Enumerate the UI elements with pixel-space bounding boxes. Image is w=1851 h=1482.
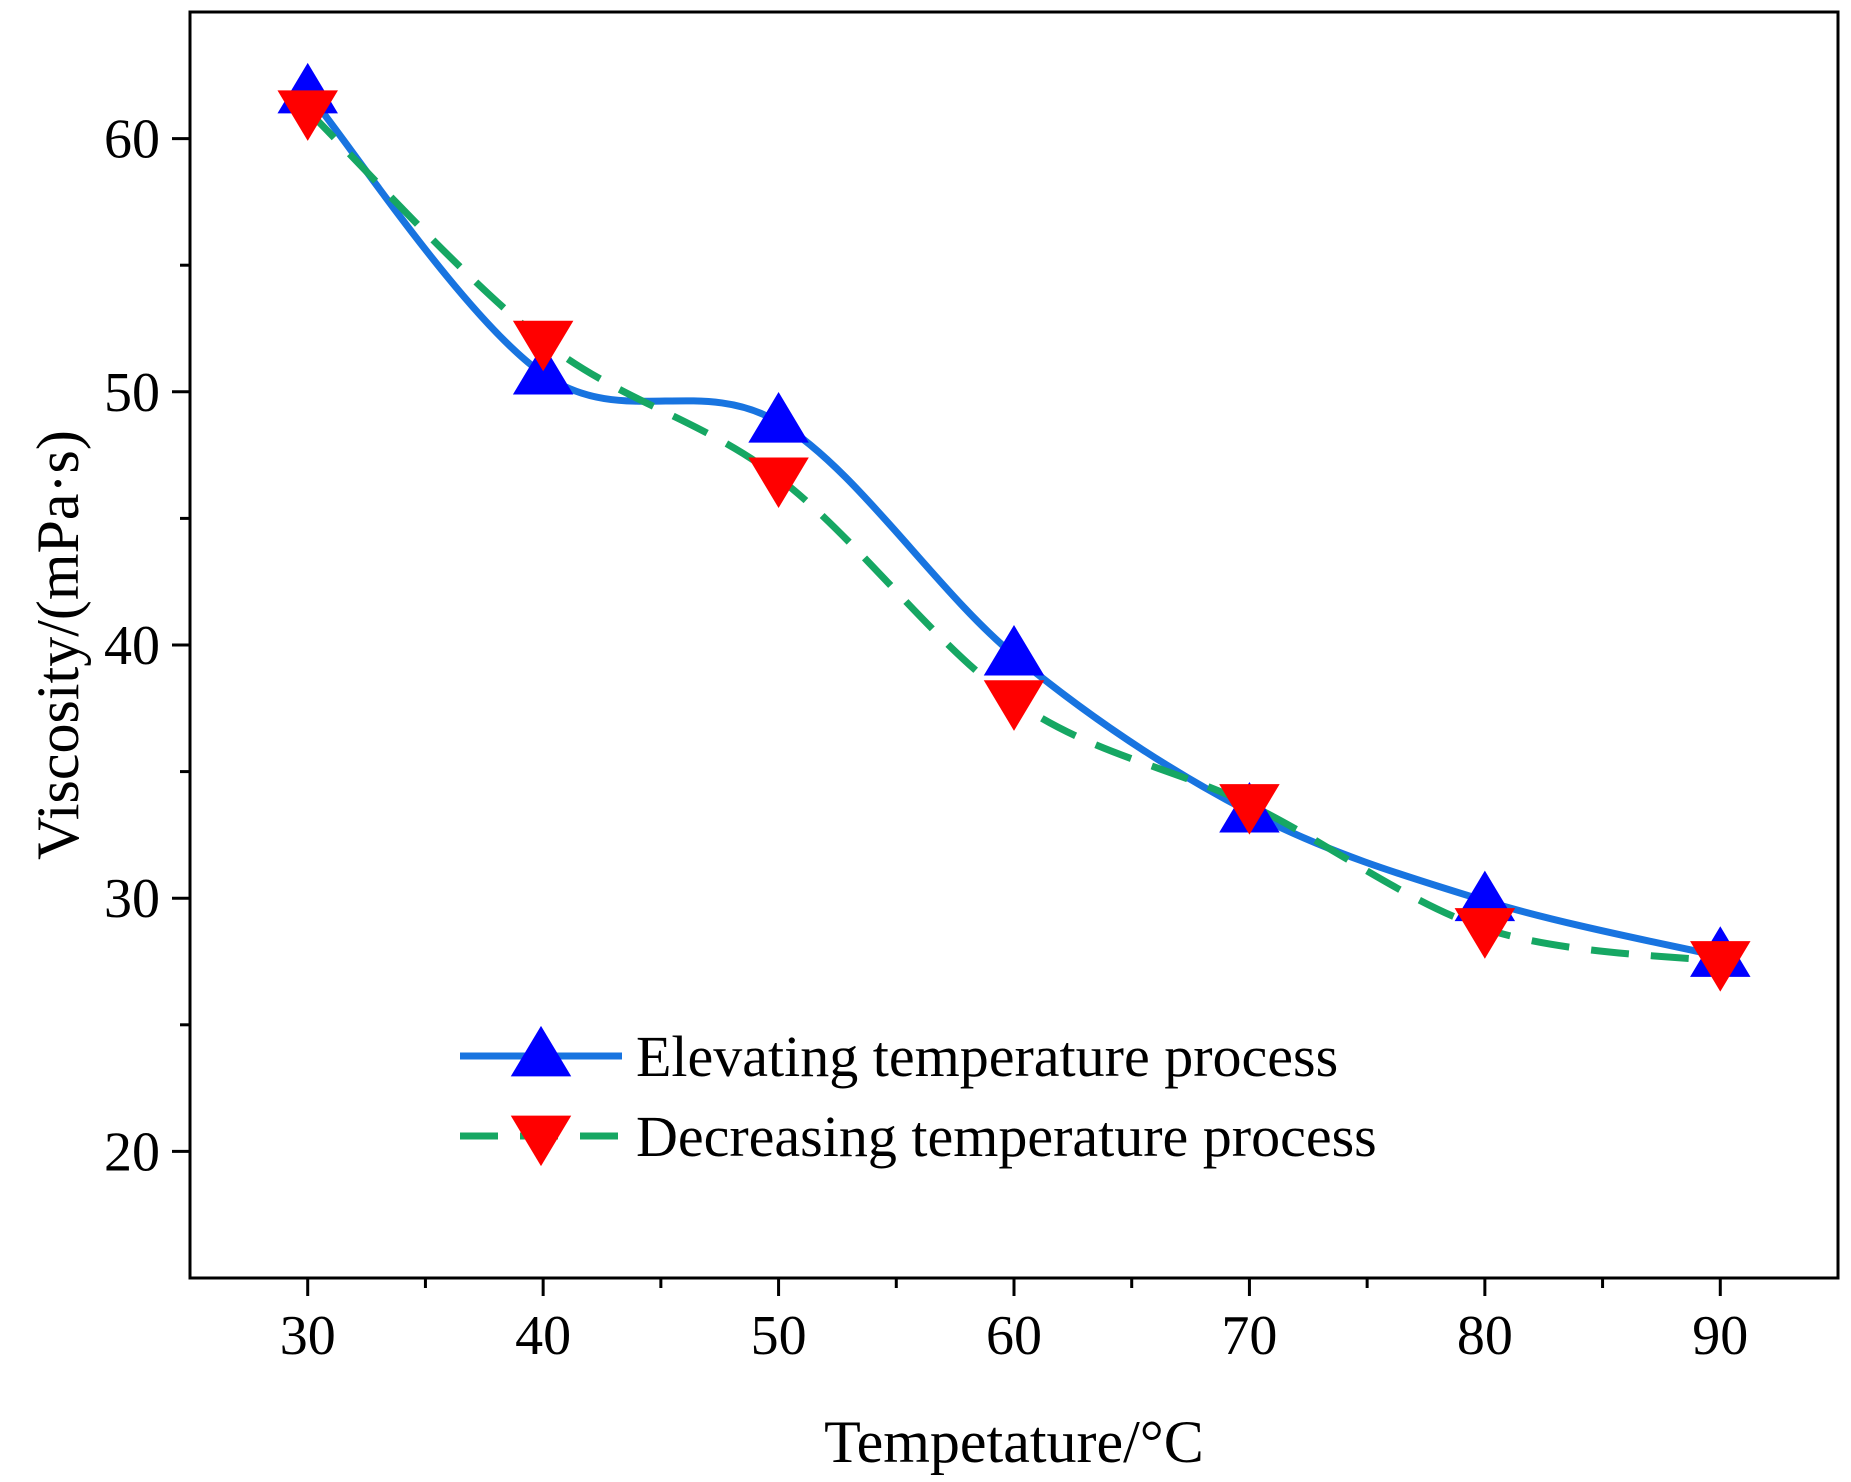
data-point-elevating <box>748 392 809 443</box>
x-axis-title: Tempetature/°C <box>824 1409 1204 1475</box>
y-tick-label: 20 <box>104 1121 160 1183</box>
series-lines <box>305 90 1722 965</box>
x-tick-label: 90 <box>1692 1305 1748 1367</box>
data-point-decreasing <box>512 320 574 372</box>
legend-label-decreasing: Decreasing temperature process <box>636 1104 1377 1169</box>
data-point-decreasing <box>1219 784 1280 835</box>
y-axis-title: Viscosity/(mPa·s) <box>25 430 91 860</box>
data-point-elevating <box>983 624 1045 676</box>
y-tick-label: 30 <box>104 868 160 930</box>
legend-entry-decreasing: Decreasing temperature process <box>460 1104 1377 1169</box>
x-tick-label: 70 <box>1221 1305 1277 1367</box>
series-line-elevating <box>305 90 1722 960</box>
axis-ticks <box>172 137 1722 1296</box>
legend-entry-elevating: Elevating temperature process <box>460 1024 1338 1089</box>
series-line-decreasing <box>305 108 1721 965</box>
data-point-decreasing <box>1690 941 1751 992</box>
legend-marker-triangle-down <box>510 1115 572 1167</box>
x-tick-label: 50 <box>751 1305 807 1367</box>
legend: Elevating temperature process Decreasing… <box>460 1024 1377 1169</box>
x-tick-label: 80 <box>1457 1305 1513 1367</box>
legend-marker-triangle-up <box>510 1025 572 1077</box>
y-tick-label: 40 <box>104 615 160 677</box>
legend-label-elevating: Elevating temperature process <box>636 1024 1338 1089</box>
x-tick-label: 60 <box>986 1305 1042 1367</box>
data-point-decreasing <box>983 680 1045 731</box>
data-point-decreasing <box>277 90 338 141</box>
data-point-decreasing <box>1454 908 1516 959</box>
axis-tick-labels: 30 40 50 60 70 80 90 20 30 40 50 60 <box>104 109 1748 1367</box>
x-tick-label: 40 <box>515 1305 571 1367</box>
series-markers <box>277 62 1751 992</box>
y-tick-label: 50 <box>104 362 160 424</box>
y-tick-label: 60 <box>104 109 160 171</box>
x-tick-label: 30 <box>280 1305 336 1367</box>
data-point-decreasing <box>748 457 809 509</box>
